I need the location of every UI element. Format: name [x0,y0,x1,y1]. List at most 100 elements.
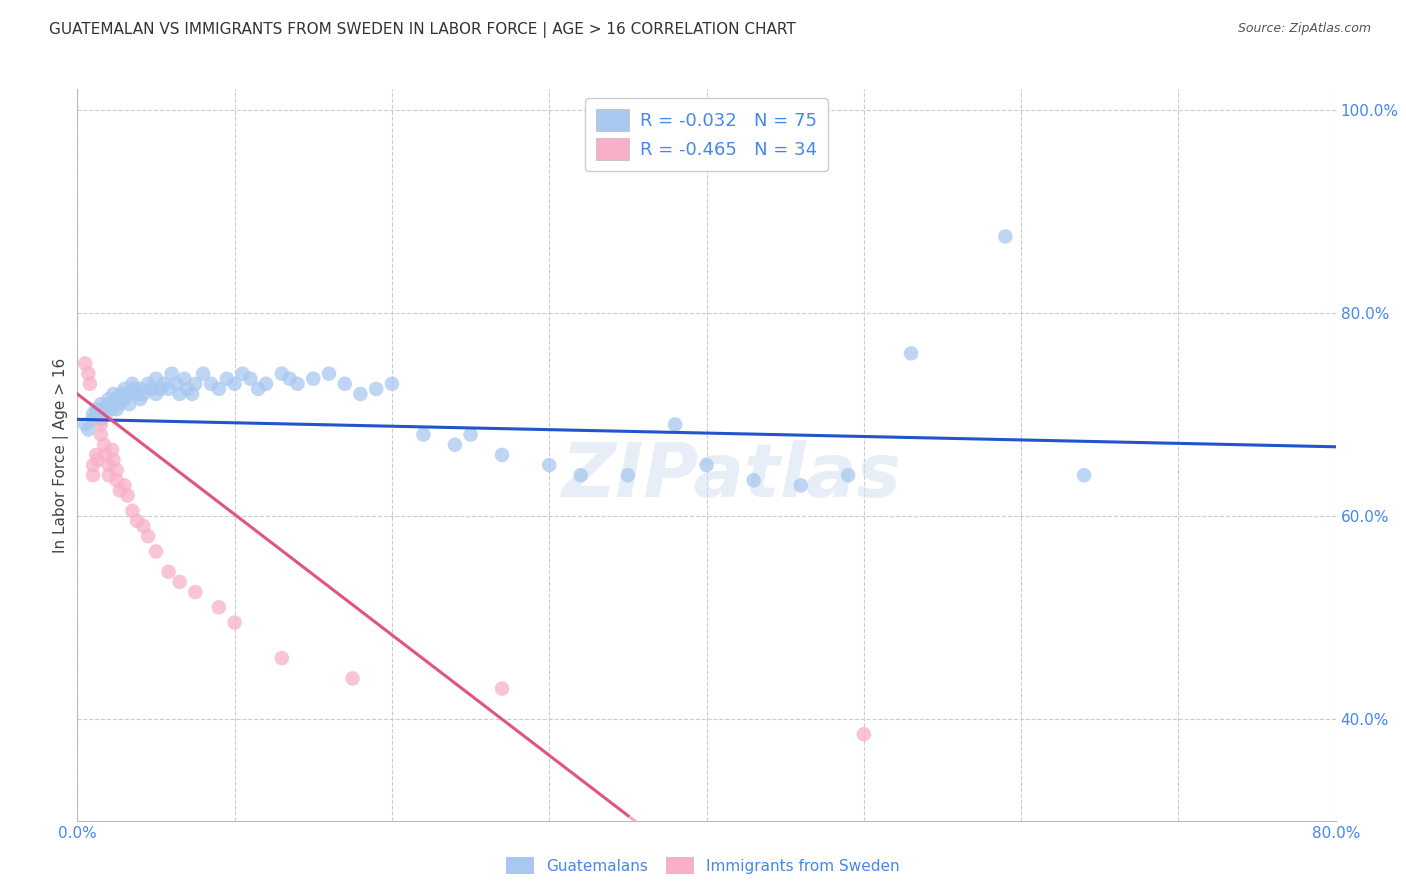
Point [82,458,104,472]
Point [366,382,388,396]
Point [790,478,813,492]
Point [538,458,561,472]
Point [239,372,262,386]
Point [105,473,128,487]
Point [696,458,718,472]
Text: GUATEMALAN VS IMMIGRANTS FROM SWEDEN IN LABOR FORCE | AGE > 16 CORRELATION CHART: GUATEMALAN VS IMMIGRANTS FROM SWEDEN IN … [49,22,796,38]
Point [852,727,875,741]
Point [103,453,125,467]
Point [105,402,128,417]
Point [141,382,163,396]
Point [149,382,172,396]
Point [105,392,128,406]
Point [90,427,112,442]
Point [75,356,97,371]
Point [108,397,131,411]
Point [122,382,145,396]
Point [103,387,125,401]
Point [79,376,101,391]
Text: Source: ZipAtlas.com: Source: ZipAtlas.com [1237,22,1371,36]
Point [617,468,640,483]
Point [569,468,592,483]
Point [97,458,120,472]
Point [145,372,167,386]
Point [97,392,120,406]
Point [231,367,253,381]
Point [75,417,97,432]
Point [132,387,155,401]
Point [184,585,207,599]
Point [994,229,1017,244]
Point [742,473,765,487]
Point [145,544,167,558]
Point [270,651,292,665]
Point [224,376,246,391]
Point [184,376,207,391]
Text: ZIPatlas: ZIPatlas [561,441,901,514]
Point [153,376,176,391]
Point [136,529,159,543]
Point [93,402,115,417]
Point [342,672,364,686]
Point [97,397,120,411]
Point [90,412,112,426]
Point [82,412,104,426]
Point [491,681,513,696]
Point [110,387,132,401]
Point [381,376,404,391]
Point [165,376,187,391]
Legend: R = -0.032   N = 75, R = -0.465   N = 34: R = -0.032 N = 75, R = -0.465 N = 34 [585,98,828,171]
Point [200,376,222,391]
Point [114,382,136,396]
Point [287,376,309,391]
Point [127,387,149,401]
Point [157,565,180,579]
Point [491,448,513,462]
Point [132,519,155,533]
Point [77,423,100,437]
Point [94,407,117,421]
Point [90,397,112,411]
Point [84,402,107,417]
Point [176,382,198,396]
Point [208,382,231,396]
Point [215,372,238,386]
Point [157,382,180,396]
Point [127,514,149,528]
Point [108,483,131,498]
Point [270,367,292,381]
Point [412,427,434,442]
Point [114,392,136,406]
Legend: Guatemalans, Immigrants from Sweden: Guatemalans, Immigrants from Sweden [501,851,905,880]
Point [900,346,922,360]
Point [117,489,139,503]
Point [460,427,482,442]
Point [349,387,371,401]
Point [181,387,204,401]
Point [160,367,183,381]
Y-axis label: In Labor Force | Age > 16: In Labor Force | Age > 16 [53,358,69,552]
Point [93,438,115,452]
Point [87,407,110,421]
Point [87,453,110,467]
Point [1073,468,1095,483]
Point [169,387,191,401]
Point [129,392,152,406]
Point [444,438,467,452]
Point [117,387,139,401]
Point [333,376,356,391]
Point [191,367,215,381]
Point [208,600,231,615]
Point [114,478,136,492]
Point [101,442,124,457]
Point [302,372,325,386]
Point [224,615,246,630]
Point [84,448,107,462]
Point [278,372,301,386]
Point [837,468,859,483]
Point [97,468,120,483]
Point [129,382,152,396]
Point [173,372,195,386]
Point [664,417,686,432]
Point [82,407,104,421]
